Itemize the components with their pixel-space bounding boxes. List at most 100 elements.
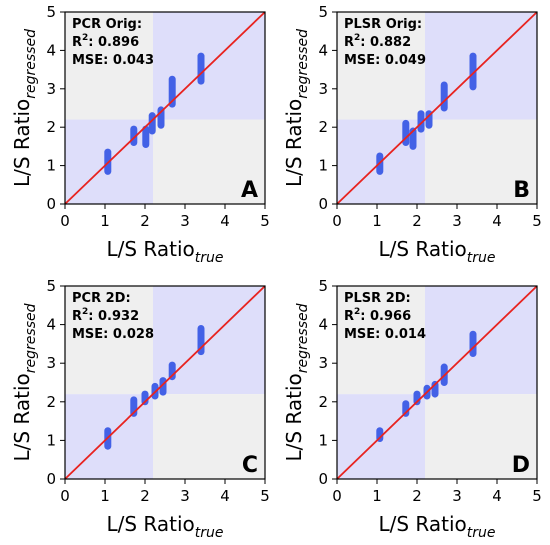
x-axis-label: L/S Ratiotrue [106, 512, 223, 541]
x-axis-label: L/S Ratiotrue [378, 237, 495, 266]
stats-r2-superscript: 2 [354, 33, 360, 43]
x-tick-label: 3 [180, 487, 190, 505]
y-tick-label: 4 [318, 41, 328, 59]
x-axis-label: L/S Ratiotrue [106, 237, 223, 266]
x-axis-label-subscript: true [467, 525, 496, 541]
x-axis-label: L/S Ratiotrue [378, 512, 495, 541]
y-tick-label: 1 [46, 157, 56, 175]
y-axis-label-subscript: regressed [295, 303, 311, 373]
stats-r2-superscript: 2 [354, 307, 360, 317]
x-tick-label: 0 [60, 212, 70, 230]
stats-r2: R2: 0.932 [72, 307, 139, 324]
y-axis-label: L/S Ratioregressed [10, 29, 39, 187]
stats-r2-superscript: 2 [82, 33, 88, 43]
x-tick-label: 0 [60, 487, 70, 505]
y-tick-label: 3 [46, 80, 56, 98]
y-tick-label: 0 [46, 195, 56, 213]
y-axis-label: L/S Ratioregressed [282, 303, 311, 461]
y-tick-label: 2 [318, 393, 328, 411]
x-tick-label: 2 [140, 212, 150, 230]
y-axis-label-subscript: regressed [23, 29, 39, 99]
identity-line [64, 11, 266, 205]
y-tick-label: 0 [46, 470, 56, 488]
stats-r2: R2: 0.966 [344, 307, 411, 324]
x-axis-label-main: L/S Ratio [106, 512, 194, 536]
axes-frame [64, 11, 266, 205]
x-tick-label: 1 [100, 487, 110, 505]
x-tick-label: 3 [180, 212, 190, 230]
stats-r2: R2: 0.896 [72, 33, 139, 50]
y-axis-label: L/S Ratioregressed [10, 303, 39, 461]
x-tick-label: 0 [332, 212, 342, 230]
y-tick-label: 0 [318, 470, 328, 488]
x-axis-label-main: L/S Ratio [378, 237, 466, 261]
axes-frame [336, 11, 538, 205]
identity-line [336, 11, 538, 205]
stats-r2-symbol: R [72, 309, 82, 324]
x-tick-label: 0 [332, 487, 342, 505]
y-tick-label: 4 [46, 41, 56, 59]
y-tick-label: 2 [318, 118, 328, 136]
stats-r2-value: : 0.932 [88, 309, 139, 324]
x-tick-label: 1 [100, 212, 110, 230]
y-axis-label-main: L/S Ratio [282, 99, 306, 187]
x-axis-label-subscript: true [195, 525, 224, 541]
identity-line [336, 285, 538, 480]
stats-r2-symbol: R [344, 309, 354, 324]
x-tick-label: 1 [372, 212, 382, 230]
x-tick-label: 3 [452, 487, 462, 505]
stats-mse: MSE: 0.014 [344, 327, 426, 342]
x-axis-label-main: L/S Ratio [378, 512, 466, 536]
y-tick-label: 1 [46, 431, 56, 449]
x-tick-label: 2 [140, 487, 150, 505]
quadrant-lower-right [425, 119, 537, 204]
panel-letter: A [241, 178, 258, 203]
y-tick-label: 2 [46, 118, 56, 136]
stats-r2-value: : 0.882 [360, 35, 411, 50]
y-tick-label: 5 [46, 277, 56, 295]
x-axis-label-subscript: true [195, 250, 224, 266]
stats-r2-superscript: 2 [82, 307, 88, 317]
y-tick-label: 2 [46, 393, 56, 411]
stats-mse: MSE: 0.049 [344, 53, 426, 68]
panel-letter: B [513, 178, 530, 203]
stats-r2-value: : 0.896 [88, 35, 139, 50]
y-tick-label: 5 [46, 3, 56, 21]
x-tick-label: 1 [372, 487, 382, 505]
x-tick-label: 4 [492, 212, 502, 230]
y-tick-label: 5 [318, 277, 328, 295]
x-tick-label: 2 [412, 212, 422, 230]
y-tick-label: 4 [318, 316, 328, 334]
stats-r2: R2: 0.882 [344, 33, 411, 50]
quadrant-upper-left [337, 12, 425, 120]
y-tick-label: 3 [46, 354, 56, 372]
axes-frame [336, 285, 538, 480]
stats-model-name: PCR Orig: [72, 17, 142, 32]
stats-r2-symbol: R [72, 35, 82, 50]
y-tick-label: 1 [318, 157, 328, 175]
quadrant-lower-right [153, 119, 265, 204]
x-tick-label: 4 [220, 487, 230, 505]
y-axis-label-subscript: regressed [295, 29, 311, 99]
x-tick-label: 5 [532, 487, 542, 505]
x-tick-label: 3 [452, 212, 462, 230]
x-tick-label: 5 [260, 212, 270, 230]
panel-letter: C [242, 453, 258, 478]
y-axis-label-main: L/S Ratio [10, 373, 34, 461]
x-tick-label: 5 [260, 487, 270, 505]
stats-mse: MSE: 0.028 [72, 327, 154, 342]
y-axis-label-subscript: regressed [23, 303, 39, 373]
y-tick-label: 3 [318, 354, 328, 372]
x-tick-label: 5 [532, 212, 542, 230]
x-tick-label: 4 [220, 212, 230, 230]
quadrant-upper-left [337, 286, 425, 395]
y-tick-label: 1 [318, 431, 328, 449]
identity-line [64, 285, 266, 480]
x-axis-label-main: L/S Ratio [106, 237, 194, 261]
x-axis-label-subscript: true [467, 250, 496, 266]
y-tick-label: 3 [318, 80, 328, 98]
